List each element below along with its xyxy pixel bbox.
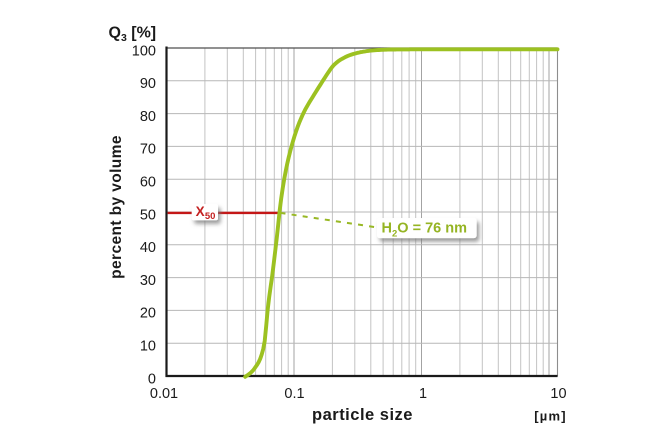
svg-text:40: 40: [140, 240, 156, 256]
svg-text:0.01: 0.01: [150, 386, 178, 402]
svg-text:30: 30: [140, 273, 156, 289]
svg-text:percent by volume: percent by volume: [108, 135, 125, 279]
svg-text:Q3 [%]: Q3 [%]: [109, 25, 157, 44]
svg-text:1: 1: [419, 386, 427, 402]
svg-text:H2O = 76 nm: H2O = 76 nm: [382, 221, 468, 240]
svg-text:0: 0: [148, 371, 156, 387]
svg-text:particle size: particle size: [312, 406, 413, 424]
svg-text:20: 20: [140, 306, 156, 322]
svg-text:10: 10: [550, 386, 566, 402]
svg-text:50: 50: [140, 207, 156, 223]
svg-text:50: 50: [205, 211, 216, 222]
svg-text:X: X: [196, 204, 205, 219]
svg-text:100: 100: [132, 43, 156, 59]
svg-text:60: 60: [140, 175, 156, 191]
svg-text:0.1: 0.1: [284, 386, 304, 402]
svg-text:70: 70: [140, 142, 156, 158]
svg-text:10: 10: [140, 339, 156, 355]
svg-text:[µm]: [µm]: [534, 409, 567, 424]
svg-text:90: 90: [140, 76, 156, 92]
svg-text:80: 80: [140, 109, 156, 125]
